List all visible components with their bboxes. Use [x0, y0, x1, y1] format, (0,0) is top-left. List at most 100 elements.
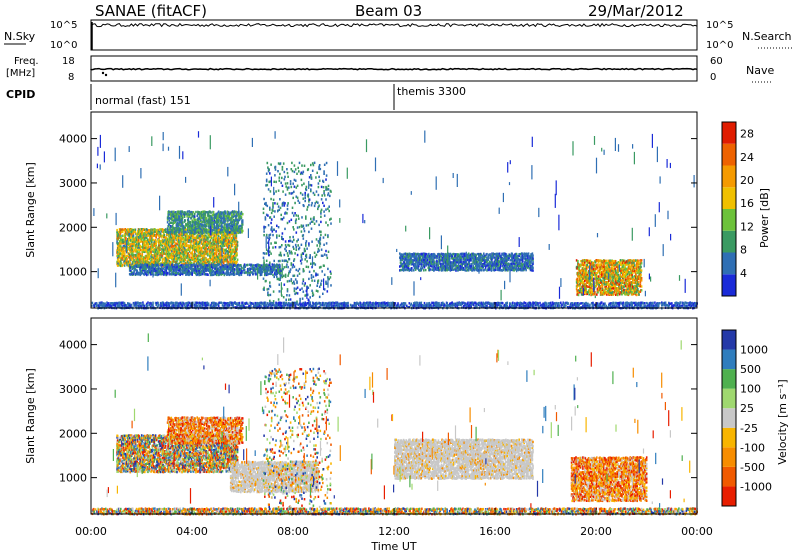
radar-echo	[472, 265, 474, 267]
radar-echo	[167, 227, 169, 229]
radar-echo	[140, 264, 142, 266]
radar-echo	[247, 264, 249, 266]
radar-echo	[213, 211, 215, 213]
radar-echo	[207, 274, 209, 276]
radar-echo	[236, 248, 238, 250]
nave-right-tick-top: 60	[710, 56, 723, 67]
radar-echo	[235, 232, 237, 234]
radar-echo	[234, 268, 236, 270]
radar-echo	[133, 234, 135, 236]
radar-echo	[191, 240, 193, 242]
radar-echo	[253, 273, 255, 275]
radar-echo	[532, 254, 534, 256]
cpid-strip: CPID normal (fast) 151 themis 3300	[6, 84, 466, 110]
radar-echo	[499, 253, 501, 255]
radar-echo	[187, 210, 189, 212]
radar-echo	[151, 241, 153, 243]
radar-echo	[216, 251, 218, 253]
radar-echo	[231, 264, 233, 266]
radar-echo	[236, 252, 238, 254]
nsearch-label: N.Search	[742, 30, 792, 43]
radar-echo	[219, 263, 221, 265]
freq-label-line2: [MHz]	[6, 68, 35, 79]
radar-echo	[242, 219, 244, 221]
radar-echo	[116, 240, 118, 242]
nsky-right-tick-top: 10^5	[706, 20, 733, 31]
station-title: SANAE (fitACF)	[95, 2, 207, 20]
radar-echo	[576, 278, 578, 280]
radar-echo	[427, 259, 429, 261]
radar-echo	[525, 269, 527, 271]
radar-echo	[216, 231, 218, 233]
radar-echo	[122, 264, 124, 266]
power-scatter	[91, 131, 698, 310]
radar-echo	[242, 223, 244, 225]
radar-echo	[150, 251, 152, 253]
radar-echo	[491, 269, 493, 271]
freq-label-line1: Freq.	[14, 56, 39, 67]
radar-echo	[416, 255, 418, 257]
radar-echo	[136, 270, 138, 272]
radar-echo	[532, 267, 534, 269]
radar-echo	[237, 221, 239, 223]
radar-echo	[434, 261, 436, 263]
radar-echo	[279, 264, 281, 266]
radar-echo	[126, 258, 128, 260]
radar-echo	[192, 232, 194, 234]
radar-echo	[155, 236, 157, 238]
freq-left-tick-bottom: 8	[68, 72, 74, 83]
radar-echo	[439, 269, 441, 271]
radar-echo	[464, 253, 466, 255]
radar-echo	[449, 257, 451, 259]
radar-echo	[128, 243, 130, 245]
radar-echo	[242, 271, 244, 273]
radar-echo	[231, 232, 233, 234]
radar-echo	[236, 237, 238, 239]
radar-echo	[241, 215, 243, 217]
radar-echo	[242, 230, 244, 232]
freq-panel: Freq. [MHz] 18 8 60 0 Nave	[6, 56, 774, 83]
radar-echo	[261, 271, 263, 273]
radar-echo	[176, 234, 178, 236]
freq-line	[91, 69, 697, 70]
nsky-label: N.Sky	[4, 30, 36, 43]
radar-echo	[184, 219, 186, 221]
radar-echo	[436, 260, 438, 262]
radar-echo	[124, 253, 126, 255]
radar-echo	[425, 269, 427, 271]
freq-left-tick-top: 18	[62, 56, 75, 67]
radar-echo	[124, 264, 126, 266]
radar-echo	[237, 241, 239, 243]
radar-echo	[119, 255, 121, 257]
radar-echo	[129, 264, 131, 266]
nsky-panel: N.Sky 10^5 10^0 10^5 10^0 N.Search	[4, 20, 792, 51]
nsky-left-tick-bottom: 10^0	[50, 40, 77, 51]
radar-echo	[220, 215, 222, 217]
radar-echo	[532, 257, 534, 259]
radar-echo	[195, 219, 197, 221]
radar-echo	[481, 269, 483, 271]
radar-echo	[438, 264, 440, 266]
radar-echo	[147, 264, 149, 266]
radar-echo	[528, 252, 530, 254]
nave-right-tick-bottom: 0	[710, 72, 716, 83]
radar-echo	[488, 257, 490, 259]
radar-echo	[227, 261, 229, 263]
radar-echo	[164, 234, 166, 236]
radar-echo	[232, 244, 234, 246]
radar-echo	[532, 261, 534, 263]
radar-echo	[210, 255, 212, 257]
cpid-segment-normal: normal (fast) 151	[95, 94, 191, 107]
radar-echo	[210, 211, 212, 213]
radar-echo	[123, 250, 125, 252]
radar-echo	[172, 231, 174, 233]
radar-echo	[195, 211, 197, 213]
radar-echo	[197, 265, 199, 267]
radar-echo	[162, 246, 164, 248]
radar-echo	[138, 239, 140, 241]
nave-label: Nave	[746, 64, 774, 77]
radar-echo	[413, 269, 415, 271]
radar-echo	[242, 213, 244, 215]
